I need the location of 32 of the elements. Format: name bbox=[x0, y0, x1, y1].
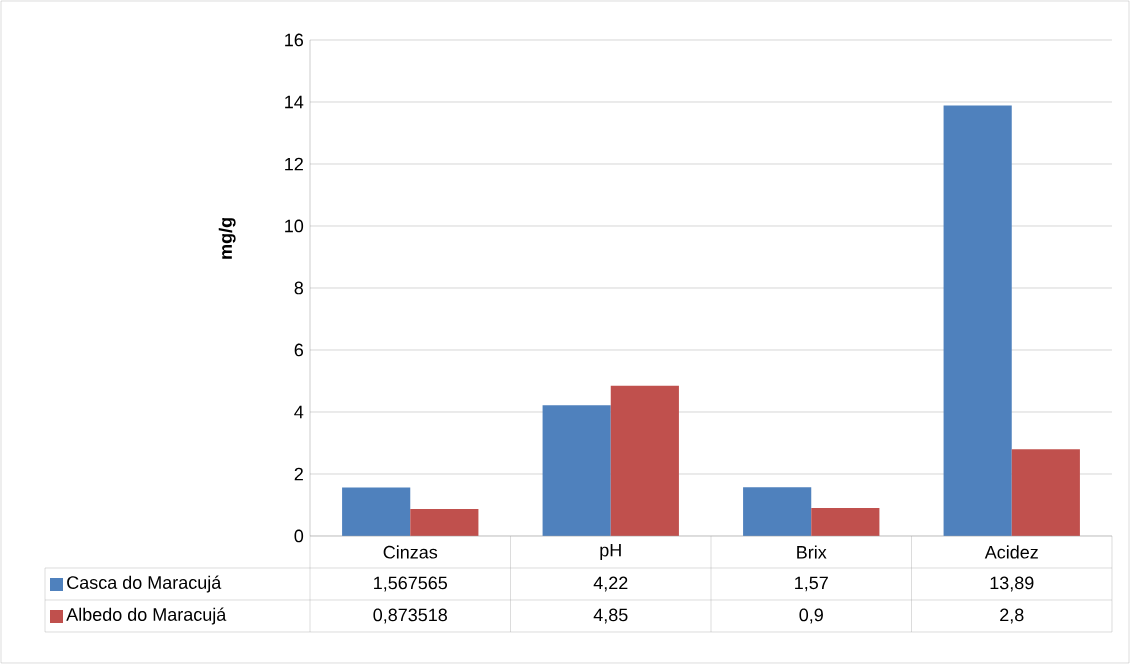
bar bbox=[1011, 449, 1080, 536]
bar bbox=[943, 105, 1012, 536]
y-tick-label: 6 bbox=[294, 343, 304, 357]
data-label: 1,57 bbox=[795, 576, 828, 592]
y-tick-label: 2 bbox=[294, 467, 303, 481]
legend-label: Albedo do Maracujá bbox=[66, 607, 227, 625]
x-tick-label: pH bbox=[600, 543, 621, 561]
y-tick-label: 14 bbox=[285, 95, 304, 109]
data-label: 0,9 bbox=[799, 608, 823, 624]
bar bbox=[743, 487, 812, 536]
data-label: 4,85 bbox=[593, 608, 628, 624]
y-tick-label: 8 bbox=[294, 281, 304, 295]
bar bbox=[342, 487, 411, 536]
x-tick-label: Acidez bbox=[984, 545, 1038, 559]
data-label: 0,873518 bbox=[373, 608, 448, 624]
x-tick-label: Cinzas bbox=[383, 545, 438, 559]
legend-label: Casca do Maracujá bbox=[67, 575, 222, 593]
bar bbox=[811, 508, 880, 536]
y-tick-label: 10 bbox=[285, 219, 304, 233]
x-tick-label: Brix bbox=[797, 545, 827, 559]
data-label: 1,567565 bbox=[374, 576, 448, 592]
y-tick-label: 0 bbox=[294, 529, 304, 543]
bar bbox=[542, 405, 611, 536]
y-tick-label: 16 bbox=[285, 33, 304, 47]
data-label: 4,22 bbox=[593, 576, 628, 592]
bar bbox=[410, 508, 479, 536]
data-label: 2,8 bbox=[1000, 608, 1024, 624]
bar bbox=[610, 385, 679, 536]
y-tick-label: 12 bbox=[285, 157, 303, 171]
y-axis-title: mg/g bbox=[218, 218, 236, 259]
y-tick-label: 4 bbox=[294, 405, 304, 419]
data-label: 13,89 bbox=[990, 576, 1034, 592]
